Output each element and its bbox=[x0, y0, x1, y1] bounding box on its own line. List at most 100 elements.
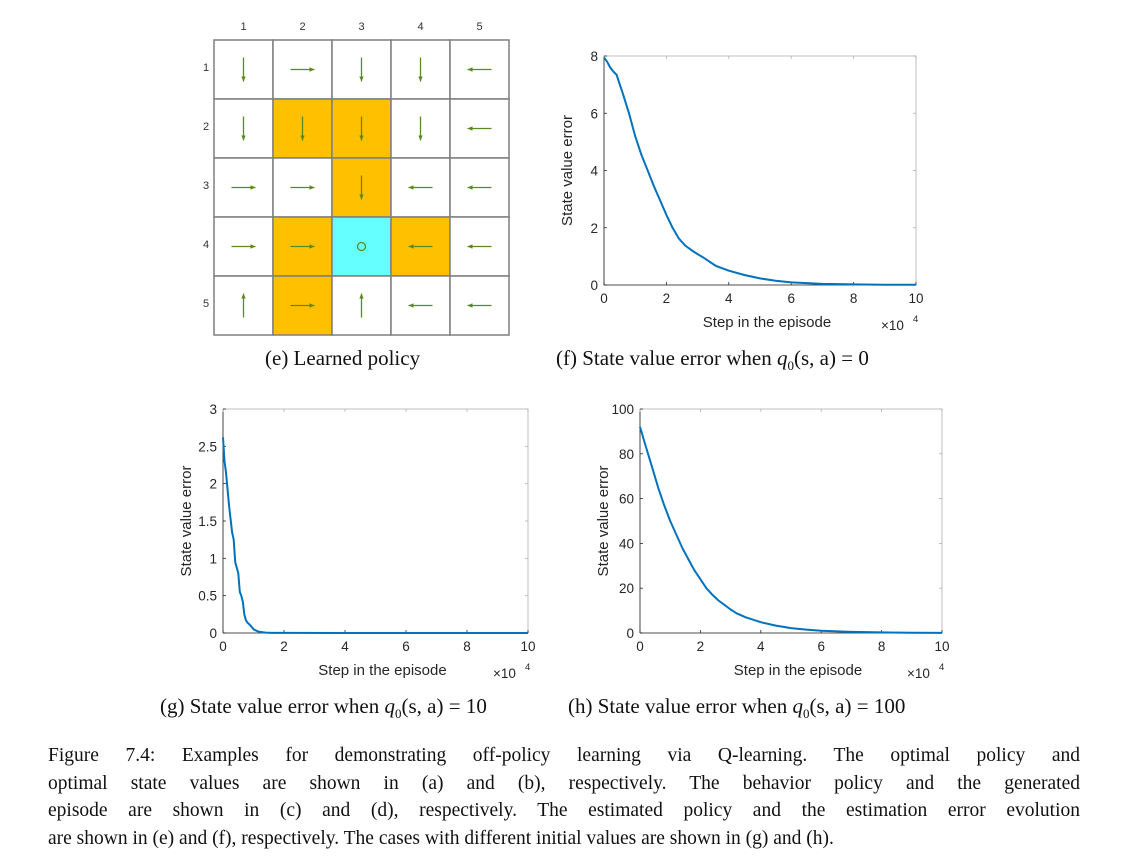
series-line bbox=[603, 56, 916, 286]
arrow-right-icon bbox=[231, 185, 256, 190]
caption-f-args-text: (s, a) = bbox=[793, 346, 859, 370]
caption-e: (e) Learned policy bbox=[265, 346, 421, 370]
arrow-up-icon bbox=[241, 293, 246, 318]
x-multiplier-label: ×10 bbox=[881, 318, 904, 333]
x-tick-label: 4 bbox=[725, 291, 733, 306]
y-tick-label: 8 bbox=[590, 49, 598, 64]
caption-g-q: q bbox=[384, 694, 396, 718]
x-tick-label: 0 bbox=[636, 639, 644, 654]
y-tick-label: 2 bbox=[209, 477, 217, 492]
x-tick-label: 2 bbox=[697, 639, 705, 654]
plot-area bbox=[222, 408, 529, 634]
y-tick-label: 0 bbox=[209, 626, 217, 641]
grid-row-label: 3 bbox=[202, 179, 210, 192]
x-tick-label: 10 bbox=[908, 291, 923, 306]
caption-g: (g) State value error when q0(s, a) = 10 bbox=[160, 694, 487, 722]
grid-cell-target bbox=[331, 216, 392, 277]
x-tick-label: 6 bbox=[787, 291, 795, 306]
grid-col-label: 2 bbox=[299, 21, 306, 33]
grid-row-label: 1 bbox=[202, 61, 210, 74]
x-tick-label: 8 bbox=[463, 639, 471, 654]
arrow-right-icon bbox=[290, 303, 315, 308]
arrow-left-icon bbox=[408, 303, 433, 308]
grid-row-label: 2 bbox=[202, 120, 210, 133]
arrow-down-icon bbox=[359, 116, 364, 141]
x-axis-label: Step in the episode bbox=[318, 662, 446, 679]
x-tick-label: 8 bbox=[878, 639, 886, 654]
caption-f: (f) State value error when q0(s, a) = 0 bbox=[556, 346, 869, 374]
x-multiplier-exponent: 4 bbox=[525, 662, 530, 673]
caption-f-q: q bbox=[776, 346, 788, 370]
y-axis-label: State value error bbox=[560, 115, 576, 226]
grid-col-label: 5 bbox=[476, 21, 483, 33]
arrow-right-icon bbox=[290, 244, 315, 249]
x-multiplier-label: ×10 bbox=[907, 666, 930, 681]
x-tick-label: 0 bbox=[219, 639, 227, 654]
arrow-up-icon bbox=[359, 293, 364, 318]
y-tick-label: 2.5 bbox=[198, 439, 217, 454]
y-axis-label: State value error bbox=[178, 466, 195, 577]
chart-f-state-value-error: 0 2 4 6 8 10 0 2 4 6 8 Step in the episode State val… bbox=[560, 49, 924, 333]
figure-caption-line: Figure 7.4: Examples for demonstrating o… bbox=[48, 745, 1080, 766]
arrow-left-icon bbox=[467, 126, 492, 131]
y-tick-label: 0.5 bbox=[198, 589, 217, 604]
grid-col-label: 1 bbox=[240, 21, 247, 33]
figure-caption: Figure 7.4: Examples for demonstrating o… bbox=[48, 742, 1080, 852]
arrow-right-icon bbox=[290, 67, 315, 72]
caption-h-args: (s, a) = bbox=[809, 694, 874, 718]
y-tick-label: 6 bbox=[590, 106, 598, 121]
x-tick-label: 6 bbox=[402, 639, 410, 654]
x-tick-label: 2 bbox=[663, 291, 671, 306]
caption-g-args: (s, a) = bbox=[401, 694, 466, 718]
figure-caption-line: episode are shown in (c) and (d), respec… bbox=[48, 800, 1080, 821]
y-tick-label: 1.5 bbox=[198, 514, 217, 529]
arrow-down-icon bbox=[241, 116, 246, 141]
arrow-right-icon bbox=[231, 244, 256, 249]
grid-row-label: 5 bbox=[202, 297, 210, 310]
x-tick-label: 0 bbox=[600, 291, 608, 306]
arrow-left-icon bbox=[467, 303, 492, 308]
grid-svg bbox=[213, 39, 510, 336]
chart-g-state-value-error: 0 2 4 6 8 10 0 0.5 1 1.5 2 2.5 3 Step in the episode S… bbox=[178, 402, 536, 681]
grid-world-policy: 1 2 3 4 5 1 2 3 4 5 bbox=[0, 0, 560, 340]
y-tick-label: 40 bbox=[619, 536, 634, 551]
arrow-down-icon bbox=[359, 57, 364, 82]
y-tick-label: 3 bbox=[209, 402, 217, 417]
x-tick-label: 10 bbox=[520, 639, 535, 654]
x-tick-label: 10 bbox=[934, 639, 949, 654]
grid-col-label: 3 bbox=[358, 21, 365, 33]
arrow-down-icon bbox=[418, 116, 423, 141]
arrow-down-icon bbox=[300, 116, 305, 141]
caption-g-q-sub: 0 bbox=[395, 706, 402, 722]
arrow-left-icon bbox=[467, 67, 492, 72]
caption-h-q-sub: 0 bbox=[803, 706, 810, 722]
arrow-down-icon bbox=[418, 57, 423, 82]
y-tick-label: 0 bbox=[590, 278, 598, 293]
caption-h-value: 100 bbox=[873, 694, 906, 718]
x-axis-label: Step in the episode bbox=[703, 314, 831, 331]
y-tick-label: 20 bbox=[619, 581, 634, 596]
y-tick-label: 2 bbox=[590, 221, 598, 236]
arrow-down-icon bbox=[359, 175, 364, 200]
series-line bbox=[639, 426, 943, 634]
arrow-left-icon bbox=[408, 185, 433, 190]
arrow-down-icon bbox=[241, 57, 246, 82]
y-tick-label: 1 bbox=[209, 551, 217, 566]
y-axis-label: State value error bbox=[595, 466, 612, 577]
plot-area bbox=[639, 408, 943, 634]
arrow-right-icon bbox=[290, 185, 315, 190]
y-tick-label: 4 bbox=[590, 164, 598, 179]
caption-f-q-sub: 0 bbox=[787, 358, 794, 374]
y-tick-label: 80 bbox=[619, 447, 634, 462]
plot-area bbox=[603, 55, 917, 286]
x-axis-label: Step in the episode bbox=[734, 662, 862, 679]
y-tick-label: 0 bbox=[626, 626, 634, 641]
grid-col-label: 4 bbox=[417, 21, 424, 33]
caption-h-q: q bbox=[792, 694, 804, 718]
x-tick-label: 4 bbox=[341, 639, 349, 654]
caption-g-value: 10 bbox=[465, 694, 487, 718]
figure-caption-line: are shown in (e) and (f), respectively. … bbox=[48, 827, 834, 849]
x-tick-label: 2 bbox=[280, 639, 288, 654]
x-multiplier-exponent: 4 bbox=[913, 314, 918, 325]
